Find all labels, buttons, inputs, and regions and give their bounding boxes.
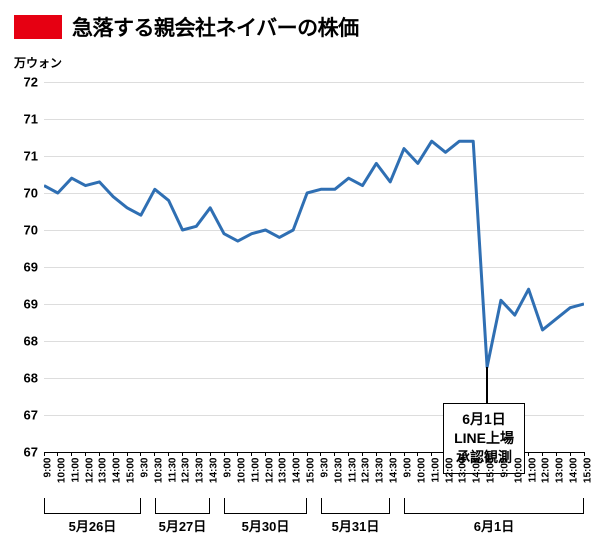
day-bracket bbox=[155, 498, 210, 514]
day-bracket bbox=[44, 498, 141, 514]
y-axis-unit: 万ウォン bbox=[14, 54, 62, 71]
x-tick-label: 14:30 bbox=[209, 458, 220, 484]
x-tick-label: 13:30 bbox=[195, 458, 206, 484]
x-tick-label: 12:00 bbox=[264, 458, 275, 484]
x-tick-label: 15:00 bbox=[486, 458, 497, 484]
stock-price-line bbox=[44, 141, 584, 367]
day-label: 5月27日 bbox=[155, 516, 210, 535]
chart-title: 急落する親会社ネイバーの株価 bbox=[72, 12, 359, 42]
x-axis-ticks: 9:0010:0011:0012:0013:0014:0015:009:3010… bbox=[44, 452, 584, 502]
callout-line: 6月1日 bbox=[454, 410, 514, 429]
x-tick-label: 10:30 bbox=[333, 458, 344, 484]
y-tick-label: 72 bbox=[24, 75, 38, 90]
x-tick-label: 13:00 bbox=[458, 458, 469, 484]
x-tick-label: 14:30 bbox=[389, 458, 400, 484]
day-label: 5月26日 bbox=[44, 516, 141, 535]
x-tick-label: 10:00 bbox=[513, 458, 524, 484]
day-bracket bbox=[321, 498, 390, 514]
chart-container: 急落する親会社ネイバーの株価 万ウォン 72717170706969686867… bbox=[0, 0, 600, 545]
x-tick-label: 10:00 bbox=[236, 458, 247, 484]
x-tick-label: 12:00 bbox=[541, 458, 552, 484]
y-tick-label: 68 bbox=[24, 371, 38, 386]
x-tick-label: 13:00 bbox=[278, 458, 289, 484]
x-tick-label: 11:00 bbox=[430, 458, 441, 483]
x-tick-label: 15:00 bbox=[306, 458, 317, 484]
x-tick-label: 10:30 bbox=[153, 458, 164, 484]
x-tick-label: 15:00 bbox=[126, 458, 137, 484]
x-tick-label: 13:00 bbox=[555, 458, 566, 484]
x-tick-label: 14:00 bbox=[112, 458, 123, 484]
y-tick-label: 67 bbox=[24, 445, 38, 460]
title-row: 急落する親会社ネイバーの株価 bbox=[0, 0, 600, 48]
x-tick-label: 12:30 bbox=[181, 458, 192, 484]
x-tick-label: 12:00 bbox=[444, 458, 455, 484]
x-tick-label: 11:00 bbox=[70, 458, 81, 483]
plot-area: 72717170706969686867676月1日LINE上場承認観測 bbox=[44, 82, 584, 452]
line-plot bbox=[44, 82, 584, 452]
x-tick-label: 9:30 bbox=[139, 458, 150, 478]
x-tick-label: 10:00 bbox=[56, 458, 67, 484]
x-tick-label: 12:00 bbox=[84, 458, 95, 484]
callout-line: LINE上場 bbox=[454, 429, 514, 448]
y-tick-label: 71 bbox=[24, 149, 38, 164]
y-tick-label: 70 bbox=[24, 223, 38, 238]
y-tick-label: 67 bbox=[24, 408, 38, 423]
day-bracket bbox=[404, 498, 584, 514]
x-tick-label: 9:30 bbox=[319, 458, 330, 478]
x-axis-day-groups: 5月26日 5月27日 5月30日 5月31日 6月1日 bbox=[44, 498, 584, 538]
x-tick-label: 9:00 bbox=[499, 458, 510, 478]
x-tick-label: 12:30 bbox=[361, 458, 372, 484]
x-tick-label: 11:00 bbox=[250, 458, 261, 483]
callout-leader bbox=[486, 367, 488, 403]
day-label: 5月31日 bbox=[321, 516, 390, 535]
x-tick-label: 11:30 bbox=[167, 458, 178, 483]
y-tick-label: 71 bbox=[24, 112, 38, 127]
day-label: 5月30日 bbox=[224, 516, 307, 535]
y-tick-label: 69 bbox=[24, 260, 38, 275]
day-label: 6月1日 bbox=[404, 516, 584, 535]
x-tick-label: 15:00 bbox=[583, 458, 594, 484]
x-tick-label: 14:00 bbox=[569, 458, 580, 484]
y-tick-label: 68 bbox=[24, 334, 38, 349]
x-tick-label: 11:00 bbox=[527, 458, 538, 483]
x-tick-label: 9:00 bbox=[223, 458, 234, 478]
day-bracket bbox=[224, 498, 307, 514]
title-accent-box bbox=[14, 15, 62, 39]
x-tick-label: 13:00 bbox=[98, 458, 109, 484]
y-tick-label: 70 bbox=[24, 186, 38, 201]
x-tick-label: 14:00 bbox=[472, 458, 483, 484]
y-tick-label: 69 bbox=[24, 297, 38, 312]
x-tick-label: 14:00 bbox=[292, 458, 303, 484]
x-tick-label: 13:30 bbox=[375, 458, 386, 484]
x-tick-label: 9:00 bbox=[403, 458, 414, 478]
x-tick-label: 9:00 bbox=[43, 458, 54, 478]
x-tick-label: 10:00 bbox=[416, 458, 427, 484]
x-tick-label: 11:30 bbox=[347, 458, 358, 483]
